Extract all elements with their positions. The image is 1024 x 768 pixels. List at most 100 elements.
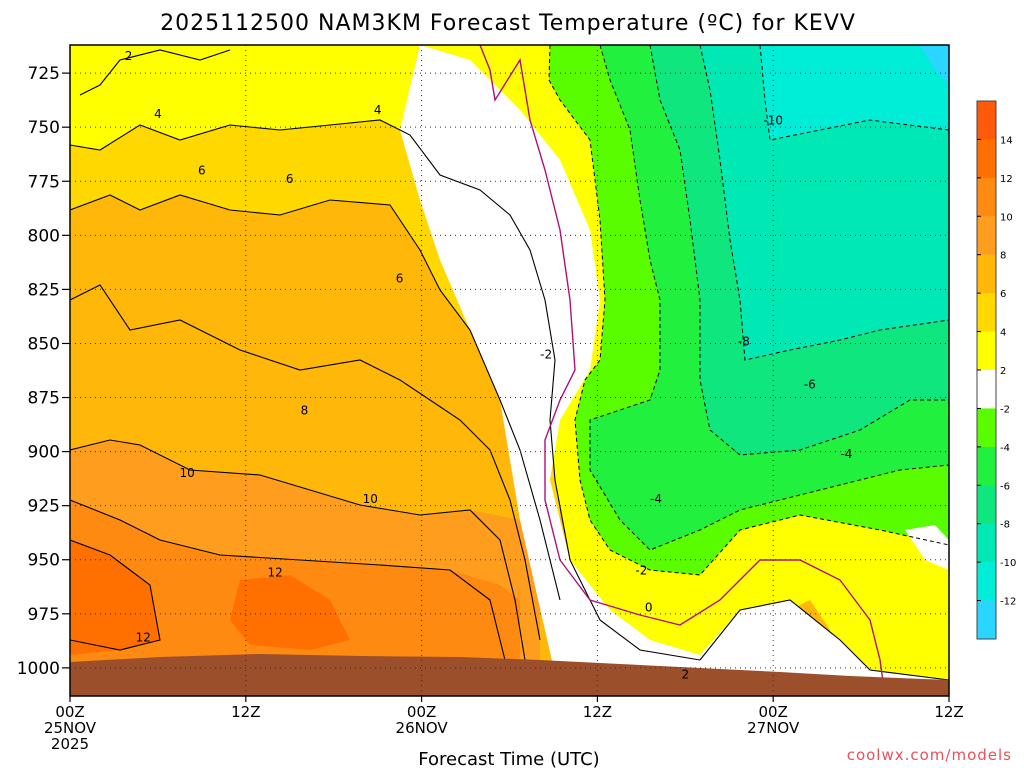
xtick-label-12-line1: 12Z [231, 703, 260, 721]
contour-label-1: 4 [154, 107, 162, 121]
x-axis-label: Forecast Time (UTC) [418, 749, 599, 768]
contour-label-11: -2 [540, 347, 552, 361]
ytick-label-800: 800 [28, 226, 60, 246]
contour-8 [70, 284, 541, 641]
colorbar-bin-4 [977, 254, 996, 294]
ytick-label-775: 775 [28, 172, 60, 192]
contour-label-5: 6 [396, 272, 404, 286]
contour-plus2-cold [699, 599, 949, 681]
contour-label-9: 12 [267, 566, 282, 580]
band-near-zero [400, 45, 949, 696]
colorbar-label-6: 2 [1000, 366, 1006, 377]
colorbar-bin-9 [977, 446, 996, 486]
contour-2-warm [79, 49, 231, 96]
contour-6 [70, 194, 561, 601]
temperature-field [70, 45, 949, 696]
xtick-label-48-line1: 00Z [759, 703, 788, 721]
colorbar-bin-1 [977, 139, 996, 179]
ytick-label-900: 900 [28, 443, 60, 463]
band-cold-12 [920, 45, 949, 85]
contour-label-18: 0 [645, 600, 653, 614]
colorbar-label-1: 12 [1000, 174, 1013, 185]
colorbar-bin-10 [977, 485, 996, 525]
watermark: coolwx.com/models [847, 746, 1012, 764]
contour-label-12: -10 [763, 114, 783, 128]
ytick-label-825: 825 [28, 280, 60, 300]
contour-minus2 [548, 45, 949, 576]
contour-10 [70, 439, 526, 661]
ytick-label-1000: 1000 [17, 659, 60, 679]
contour-label-15: -4 [840, 447, 852, 461]
colorbar-label-3: 8 [1000, 251, 1006, 262]
cold-white-patch [905, 525, 949, 570]
ytick-label-725: 725 [28, 64, 60, 84]
colorbar-bin-13 [977, 600, 996, 640]
xtick-label-36-line1: 12Z [583, 703, 612, 721]
colorbar-bin-12 [977, 562, 996, 602]
contour-label-14: -6 [804, 378, 816, 392]
zero-contour [479, 45, 886, 696]
contour-label-13: -8 [738, 334, 750, 348]
band-cold-10 [760, 45, 949, 140]
colorbar-label-2: 10 [1000, 212, 1013, 223]
contour-label-10: 12 [136, 631, 151, 645]
xtick-label-24-line1: 00Z [407, 703, 436, 721]
contour-label-3: 6 [198, 163, 206, 177]
contour-label-7: 10 [180, 466, 195, 480]
ytick-label-750: 750 [28, 118, 60, 138]
xtick-label-60-line1: 12Z [934, 703, 963, 721]
band-warm-14 [70, 540, 160, 655]
colorbar-bin-11 [977, 523, 996, 563]
contour-label-2: 4 [374, 103, 382, 117]
ytick-label-950: 950 [28, 551, 60, 571]
contour-12b [70, 539, 161, 651]
xtick-label-0-line1: 00Z [55, 703, 84, 721]
colorbar-bin-3 [977, 216, 996, 256]
contour-minus4 [589, 45, 949, 551]
contour-minus8 [699, 45, 949, 361]
contour-minus10 [759, 45, 949, 141]
zero-line [479, 45, 886, 696]
colorbar-bin-2 [977, 177, 996, 217]
colorbar-label-11: -10 [1000, 558, 1016, 569]
contour-minus6 [649, 45, 949, 456]
colorbar-bin-0 [977, 101, 996, 140]
y-axis-ticks: 725 750 775 800 825 850 875 900 925 950 975 1000 [17, 64, 70, 679]
colorbar-label-8: -4 [1000, 443, 1010, 454]
xtick-label-0-line2: 25NOV [44, 719, 97, 737]
cold-dashed-contours [548, 45, 949, 576]
colorbar-bin-6 [977, 331, 996, 371]
band-cold-8 [700, 45, 949, 360]
colorbar-label-10: -8 [1000, 520, 1010, 531]
contour-label-8: 10 [363, 492, 378, 506]
contour-label-16: -4 [650, 492, 662, 506]
ytick-label-975: 975 [28, 605, 60, 625]
xtick-label-24-line2: 26NOV [396, 719, 449, 737]
chart-title: 2025112500 NAM3KM Forecast Temperature (… [160, 11, 856, 36]
ytick-label-875: 875 [28, 389, 60, 409]
contour-label-17: -2 [635, 564, 647, 578]
colorbar-label-0: 14 [1000, 135, 1013, 146]
contour-4 [70, 119, 701, 661]
contour-label-6: 8 [301, 404, 309, 418]
xtick-label-0-line3: 2025 [51, 735, 89, 753]
colorbar-bin-8 [977, 408, 996, 448]
band-warm-14b [230, 575, 350, 650]
plot-frame [69, 44, 950, 697]
grid-lines [70, 45, 949, 696]
colorbar: 14 12 10 8 6 4 2 -2 -4 -6 -8 -10 -12 [976, 100, 1016, 640]
ground-terrain [70, 654, 949, 696]
colorbar-bin-5 [977, 293, 996, 333]
contour-labels: 2 4 4 6 6 6 8 10 10 12 12 -2 -10 -8 -6 -4 -4 -2 0 2 [125, 49, 853, 682]
ytick-label-925: 925 [28, 497, 60, 517]
contour-label-4: 6 [286, 172, 294, 186]
ytick-label-850: 850 [28, 334, 60, 354]
xtick-label-48-line2: 27NOV [747, 719, 800, 737]
colorbar-bin-7 [977, 370, 996, 409]
colorbar-label-9: -6 [1000, 481, 1010, 492]
colorbar-label-7: -2 [1000, 404, 1010, 415]
contour-label-0: 2 [125, 49, 133, 63]
colorbar-label-12: -12 [1000, 597, 1016, 608]
